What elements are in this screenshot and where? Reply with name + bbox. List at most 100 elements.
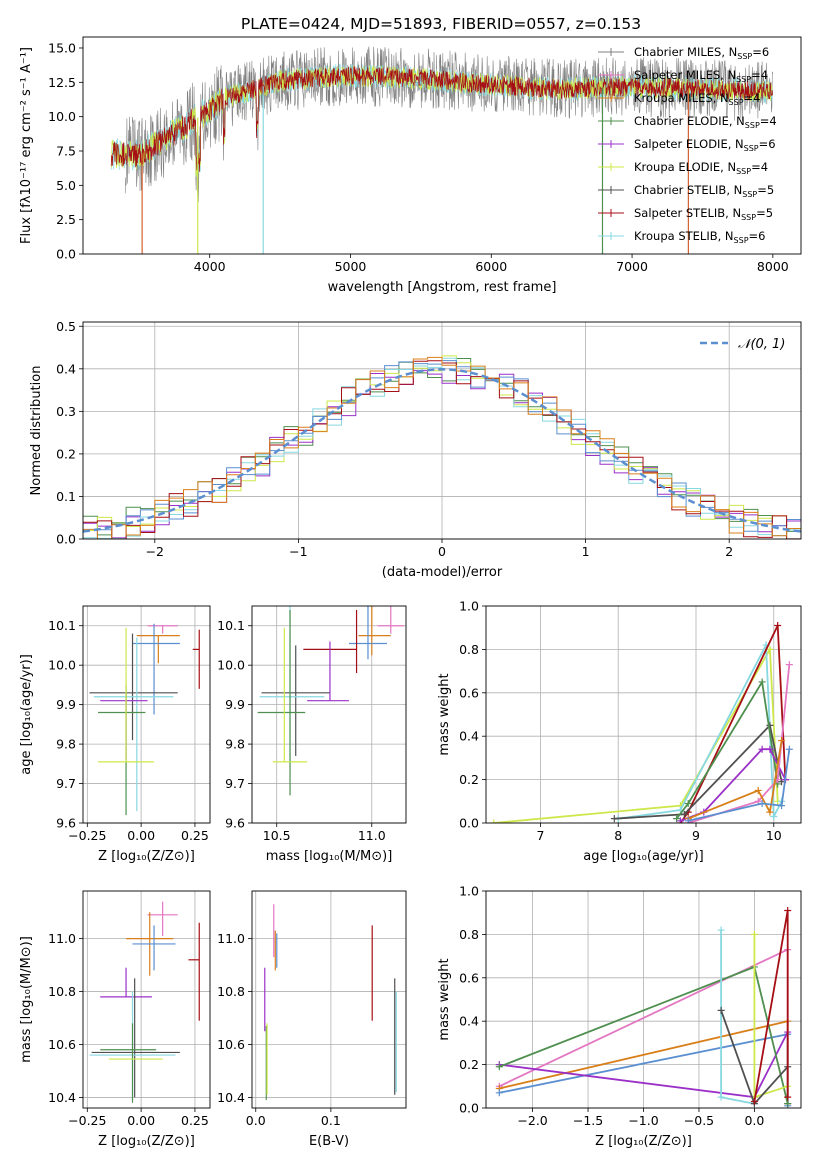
legend-entry: Chabrier ELODIE, NSSP=4	[634, 114, 777, 130]
error-bar-point	[377, 606, 405, 634]
weight-marker	[673, 815, 681, 823]
spectrum-legend: Chabrier MILES, N SSP =6 Salpeter MILES, N S…	[598, 45, 777, 245]
error-bar-point	[348, 606, 387, 660]
legend-entry-suffix: =5	[757, 183, 774, 197]
weight-marker	[750, 1097, 758, 1105]
x-tick-label: 7000	[616, 259, 648, 274]
y-tick-label: 0.3	[56, 404, 76, 419]
legend-entry-subscript: SSP	[742, 190, 757, 199]
weight-marker	[684, 799, 692, 807]
y-tick-label: 0.0	[459, 1101, 479, 1116]
error-bar-point	[100, 1023, 157, 1103]
y-tick-label: 9.8	[56, 737, 76, 752]
x-tick-label: 0.25	[181, 1113, 209, 1128]
y-tick-label: 0.0	[56, 532, 76, 547]
x-tick-label: 0.0	[246, 1113, 266, 1128]
x-axis-label: Z [log₁₀(Z/Z⊙)]	[98, 1134, 195, 1149]
weight-series-line	[614, 723, 783, 820]
error-bar-point	[100, 967, 152, 998]
weight-marker	[774, 622, 782, 630]
x-tick-label: 5000	[335, 259, 367, 274]
weight-marker	[680, 810, 688, 818]
weight-marker	[758, 799, 766, 807]
y-axis-label: Flux [fλ10⁻¹⁷ erg cm⁻² s⁻¹ A⁻¹]	[19, 47, 34, 244]
x-tick-label: 0.0	[744, 1113, 764, 1128]
legend-entry-subscript: SSP	[734, 236, 749, 245]
legend-entry-suffix: =6	[759, 137, 776, 151]
weight-marker	[754, 786, 762, 794]
weight-marker	[684, 817, 692, 823]
weight-marker	[770, 812, 778, 820]
weight-marker	[495, 1089, 503, 1097]
y-tick-label: 9.6	[56, 816, 76, 831]
y-axis-label: mass weight	[437, 958, 452, 1040]
x-tick-label: 8	[614, 828, 622, 843]
y-axis-label: mass [log₁₀(M/M⊙)]	[19, 936, 34, 1063]
y-tick-label: 0.8	[459, 642, 479, 657]
plot-area	[89, 901, 200, 1103]
y-tick-label: 0.6	[459, 685, 479, 700]
legend-entry-subscript: SSP	[741, 213, 756, 222]
age-vs-mass-panel: 10.5 11.0 9.6 9.7 9.8 9.9 10.0 10.1 mass [log₁₀(…	[217, 605, 407, 864]
x-tick-label: 0.25	[181, 828, 209, 843]
y-tick-label: 15.0	[48, 40, 76, 55]
axes-frame	[82, 36, 802, 255]
y-tick-label: 10.8	[48, 984, 76, 999]
y-tick-label: 10.0	[48, 658, 76, 673]
x-tick-label: 2	[725, 544, 733, 559]
axes-frame	[82, 890, 211, 1109]
y-tick-label: 10.6	[48, 1037, 76, 1052]
legend-entry-label: Salpeter STELIB, N	[634, 206, 741, 220]
y-tick-label: 10.6	[217, 1037, 245, 1052]
legend-entry: Salpeter ELODIE, NSSP=6	[634, 137, 776, 153]
weight-marker	[490, 819, 498, 823]
plot-area	[89, 623, 200, 816]
x-tick-label: −2.0	[517, 1113, 547, 1128]
error-bar-point	[93, 637, 174, 812]
legend-entry: Kroupa MILES, NSSP=4	[634, 91, 760, 107]
error-bar-point	[257, 609, 306, 796]
x-axis-label: Z [log₁₀(Z/Z⊙)]	[98, 849, 195, 864]
x-tick-label: 0.00	[127, 828, 155, 843]
error-bar-point	[259, 606, 325, 764]
legend-entry: 𝒩(0, 1)	[738, 337, 785, 352]
age-vs-metallicity-panel: −0.25 0.00 0.25 9.6 9.7 9.8 9.9 10.0 10.1 Z [log₁…	[19, 605, 211, 864]
y-tick-label: 10.0	[48, 109, 76, 124]
weight-marker	[717, 926, 725, 934]
plot-area	[257, 606, 405, 796]
y-tick-label: 2.5	[56, 212, 76, 227]
x-tick-label: −1	[289, 544, 307, 559]
weight-marker	[717, 1093, 725, 1101]
weight-marker	[750, 930, 758, 938]
y-tick-label: 7.5	[56, 143, 76, 158]
legend-entry-label: Chabrier MILES, N	[634, 45, 737, 59]
weight-marker	[766, 745, 774, 753]
x-axis-label: wavelength [Angstrom, rest frame]	[328, 280, 557, 295]
x-tick-label: 0	[438, 544, 446, 559]
weight-marker	[495, 1063, 503, 1071]
figure-title: PLATE=0424, MJD=51893, FIBERID=0557, z=0…	[241, 15, 641, 33]
weight-marker	[758, 678, 766, 686]
legend-entry-label: Salpeter ELODIE, N	[634, 137, 744, 151]
residuals-panel: −2 −1 0 1 2 0.0 0.1 0.2 0.3 0.4 0.5 (data-model)/er…	[29, 319, 802, 580]
legend-entry-suffix: =4	[744, 91, 761, 105]
legend-entry-suffix: =4	[751, 68, 768, 82]
error-bar-point	[307, 641, 349, 702]
y-tick-label: 0.5	[56, 319, 76, 334]
y-tick-label: 9.7	[56, 776, 76, 791]
weight-series-line	[687, 749, 791, 822]
x-tick-label: 7	[536, 828, 544, 843]
y-tick-label: 0.4	[56, 361, 76, 376]
x-tick-label: 4000	[194, 259, 226, 274]
y-axis-label: age [log₁₀(age/yr)]	[19, 654, 34, 775]
legend-entry-suffix: =5	[756, 206, 773, 220]
error-bar-point	[98, 627, 155, 763]
weight-marker	[778, 778, 786, 786]
y-tick-label: 0.0	[56, 247, 76, 262]
error-bar-point	[100, 692, 148, 760]
error-bar-point	[147, 625, 178, 634]
axes-frame	[82, 605, 211, 824]
legend-entry-label: Salpeter MILES, N	[634, 68, 736, 82]
error-bar-point	[91, 978, 180, 1098]
error-bar-point	[192, 629, 200, 689]
